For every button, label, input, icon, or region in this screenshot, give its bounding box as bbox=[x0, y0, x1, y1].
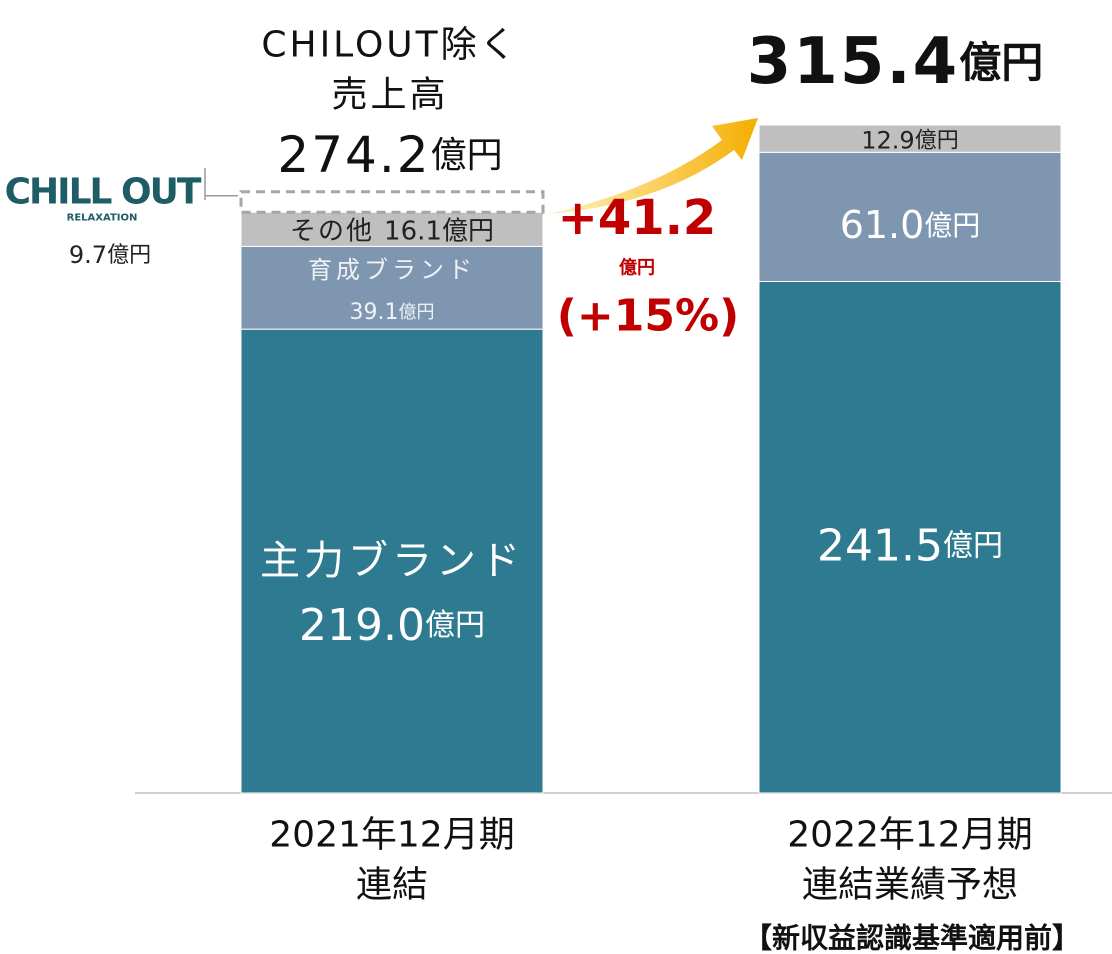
series-name: 主力ブランド bbox=[260, 538, 524, 584]
text-part: 億円 bbox=[915, 128, 959, 153]
value-label: その他 16.1億円 bbox=[290, 216, 494, 246]
total-label: 315.4億円 bbox=[747, 25, 1043, 99]
text-part: 61.0 bbox=[840, 203, 925, 247]
footnote: 【新収益認識基準適用前】 bbox=[744, 922, 1080, 954]
segment bbox=[758, 281, 1062, 794]
text-part: 億円 bbox=[398, 301, 434, 322]
text-part: 9.7 bbox=[69, 241, 107, 269]
change-unit: 億円 bbox=[619, 257, 655, 279]
text-part: 億円 bbox=[431, 135, 503, 176]
category-label: 2021年12月期 bbox=[269, 815, 514, 856]
text-part: 12.9 bbox=[861, 127, 914, 155]
segment bbox=[240, 245, 544, 330]
text-part: 39.1 bbox=[350, 299, 399, 324]
text-part: 16.1 bbox=[384, 216, 442, 246]
value-label: 39.1億円 bbox=[350, 299, 435, 324]
segment bbox=[758, 151, 1062, 283]
value-label: 241.5億円 bbox=[817, 520, 1003, 571]
value-label: 61.0億円 bbox=[840, 203, 981, 247]
total-note: CHILOUT除く bbox=[261, 25, 518, 66]
text-part: 億円 bbox=[943, 528, 1003, 563]
text-part: 億円 bbox=[442, 216, 494, 246]
text-part: 億円 bbox=[924, 208, 980, 241]
category-label: 連結業績予想 bbox=[802, 865, 1018, 906]
segment bbox=[240, 211, 544, 247]
total-note: 売上高 bbox=[331, 75, 448, 116]
series-subtitle: RELAXATION bbox=[67, 213, 138, 224]
series-name: CHILL OUT bbox=[5, 172, 202, 213]
text-part: 315.4 bbox=[747, 25, 959, 99]
text-part: 億円 bbox=[425, 608, 485, 643]
value-label: 9.7億円 bbox=[69, 241, 151, 269]
value-label: 12.9億円 bbox=[861, 127, 958, 155]
text-part: 億円 bbox=[959, 38, 1043, 87]
series-name: 育成ブランド bbox=[308, 256, 476, 284]
text-part: 219.0 bbox=[299, 600, 425, 651]
text-part: その他 bbox=[290, 216, 374, 246]
text-part: 241.5 bbox=[817, 520, 943, 571]
segment bbox=[758, 124, 1062, 153]
text-part: 億円 bbox=[107, 243, 151, 268]
category-label: 連結 bbox=[356, 865, 428, 906]
text-part: 274.2 bbox=[277, 126, 430, 184]
category-label: 2022年12月期 bbox=[787, 815, 1032, 856]
total-label: 274.2億円 bbox=[277, 126, 502, 184]
bracket bbox=[204, 168, 238, 200]
change-label: +41.2 bbox=[558, 190, 717, 246]
value-label: 219.0億円 bbox=[299, 600, 485, 651]
segment bbox=[239, 190, 545, 214]
change-percent: (+15%) bbox=[557, 291, 739, 342]
growth-arrow bbox=[548, 118, 758, 214]
